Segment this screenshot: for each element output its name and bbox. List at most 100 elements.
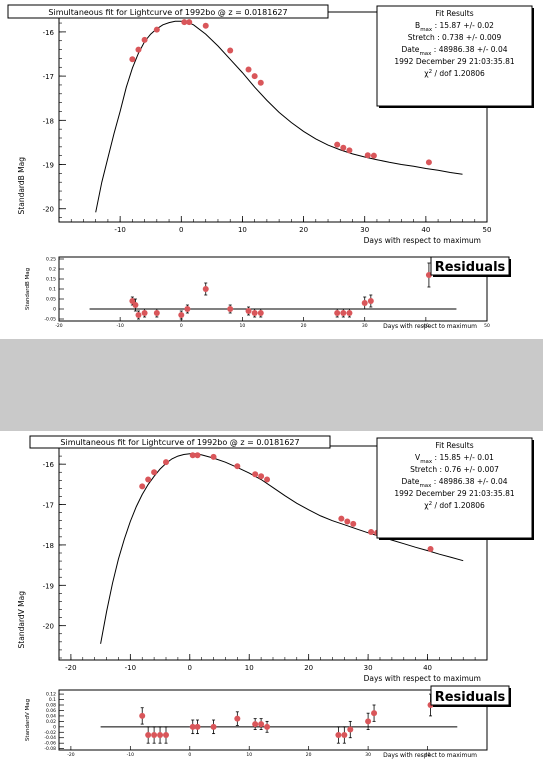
residuals-x-tick-label: -10 bbox=[127, 752, 134, 758]
data-point bbox=[186, 19, 193, 26]
data-point bbox=[264, 476, 271, 483]
residuals-y-tick-label: -0.08 bbox=[44, 746, 56, 752]
lightcurve-panel: -20 -10 0 10 20 30 40 -16 -17 -18 -19 -20 Days with … bbox=[17, 435, 534, 683]
residual-point bbox=[341, 732, 348, 738]
residuals-y-tick-label: -0.05 bbox=[44, 317, 56, 323]
fit-results-line: Vmax : 15.85 +/- 0.01 bbox=[415, 453, 494, 465]
residuals-x-tick-label: 0 bbox=[188, 752, 191, 758]
residual-point bbox=[234, 715, 241, 722]
residuals-x-tick-label: 30 bbox=[362, 323, 368, 329]
residuals-x-tick-label: 20 bbox=[306, 752, 312, 758]
y-axis-label: StandardV Mag bbox=[17, 591, 26, 649]
residual-point bbox=[163, 732, 169, 738]
residuals-y-tick-label: -0.02 bbox=[44, 730, 56, 736]
y-tick-label: -17 bbox=[43, 73, 54, 81]
residuals-y-tick-label: 0.25 bbox=[46, 257, 56, 263]
data-point bbox=[163, 459, 169, 466]
x-tick-label: -10 bbox=[114, 226, 125, 234]
x-tick-label: 30 bbox=[364, 664, 373, 672]
residual-point bbox=[189, 723, 196, 730]
residual-point bbox=[151, 732, 158, 738]
data-point bbox=[257, 79, 264, 86]
data-point bbox=[338, 515, 345, 522]
residual-point bbox=[145, 732, 152, 738]
residuals-y-axis-label: StandardV Mag bbox=[25, 699, 31, 741]
residuals-y-tick-label: 0 bbox=[53, 724, 56, 730]
x-tick-label: 30 bbox=[360, 226, 369, 234]
x-tick-label: -20 bbox=[65, 664, 76, 672]
residuals-y-tick-label: 0.06 bbox=[46, 708, 56, 714]
residual-point bbox=[425, 272, 432, 278]
fit-results-title: Fit Results bbox=[435, 9, 473, 18]
fit-results-line: Datemax : 48986.38 +/- 0.04 bbox=[402, 477, 508, 489]
residuals-x-axis-label: Days with respect to maximum bbox=[383, 323, 477, 330]
residual-point bbox=[334, 310, 341, 316]
title-box bbox=[29, 435, 331, 449]
residual-point bbox=[335, 732, 342, 738]
fit-results-line: Stretch : 0.76 +/- 0.007 bbox=[410, 465, 499, 474]
fit-results-line: 1992 December 29 21:03:35.81 bbox=[394, 57, 515, 66]
residuals-panel: -20 -10 0 10 20 30 400.120.10.080.060.040.020-… bbox=[25, 685, 511, 759]
x-axis-label: Days with respect to maximum bbox=[364, 236, 481, 245]
residual-point bbox=[178, 312, 185, 318]
residual-point bbox=[210, 723, 217, 730]
data-point bbox=[245, 66, 252, 73]
residual-point bbox=[227, 306, 234, 312]
residuals-y-tick-label: 0.12 bbox=[46, 692, 56, 698]
fit-results-line: χ2 / dof 1.20806 bbox=[424, 501, 485, 510]
residual-point bbox=[371, 710, 378, 717]
x-tick-label: 10 bbox=[245, 664, 254, 672]
data-point bbox=[141, 36, 148, 43]
residual-point bbox=[245, 308, 252, 314]
x-tick-label: 50 bbox=[483, 226, 492, 234]
data-point bbox=[135, 46, 142, 53]
y-tick-label: -18 bbox=[43, 542, 54, 550]
y-tick-label: -18 bbox=[43, 117, 54, 125]
x-tick-label: 40 bbox=[421, 226, 430, 234]
data-point bbox=[334, 141, 341, 148]
data-point bbox=[227, 47, 234, 54]
fit-results-line: χ2 / dof 1.20806 bbox=[424, 69, 485, 78]
residual-point bbox=[365, 718, 372, 725]
fit-results-line: 1992 December 29 21:03:35.81 bbox=[394, 489, 515, 498]
residual-point bbox=[157, 732, 164, 738]
data-point bbox=[139, 483, 146, 490]
residual-point bbox=[251, 310, 258, 316]
fit-results-line: Bmax : 15.87 +/- 0.02 bbox=[415, 21, 494, 33]
residuals-y-axis-label: StandardB Mag bbox=[25, 268, 31, 310]
data-point bbox=[350, 520, 357, 527]
residual-point bbox=[139, 712, 146, 719]
residuals-y-tick-label: 0.02 bbox=[46, 719, 56, 725]
fit-results-title: Fit Results bbox=[435, 441, 473, 450]
fit-results-box bbox=[376, 5, 533, 107]
data-point bbox=[145, 476, 152, 483]
residuals-x-tick-label: 40 bbox=[423, 323, 429, 329]
residuals-x-tick-label: 10 bbox=[240, 323, 246, 329]
residual-point bbox=[153, 310, 160, 316]
data-point bbox=[129, 56, 136, 63]
residuals-x-tick-label: -20 bbox=[55, 323, 62, 329]
residuals-x-tick-label: 20 bbox=[301, 323, 307, 329]
data-point bbox=[194, 452, 201, 459]
residuals-x-tick-label: 40 bbox=[425, 752, 431, 758]
fit-results-box bbox=[376, 437, 533, 539]
x-axis-label: Days with respect to maximum bbox=[364, 674, 481, 683]
data-point bbox=[252, 471, 259, 478]
y-tick-label: -16 bbox=[43, 29, 55, 37]
data-point bbox=[251, 73, 258, 80]
residuals-y-tick-label: 0.08 bbox=[46, 703, 56, 709]
residuals-x-tick-label: 50 bbox=[484, 323, 490, 329]
residual-point bbox=[361, 300, 368, 306]
residuals-x-tick-label: 30 bbox=[365, 752, 371, 758]
data-point bbox=[364, 152, 371, 159]
data-point bbox=[189, 452, 196, 459]
data-point bbox=[346, 147, 353, 154]
residuals-title: Residuals bbox=[435, 260, 506, 275]
residual-point bbox=[194, 723, 201, 730]
y-tick-label: -16 bbox=[43, 461, 55, 469]
x-tick-label: 40 bbox=[423, 664, 432, 672]
residuals-x-tick-label: -10 bbox=[116, 323, 123, 329]
residuals-frame bbox=[58, 689, 488, 751]
x-tick-label: 20 bbox=[304, 664, 313, 672]
